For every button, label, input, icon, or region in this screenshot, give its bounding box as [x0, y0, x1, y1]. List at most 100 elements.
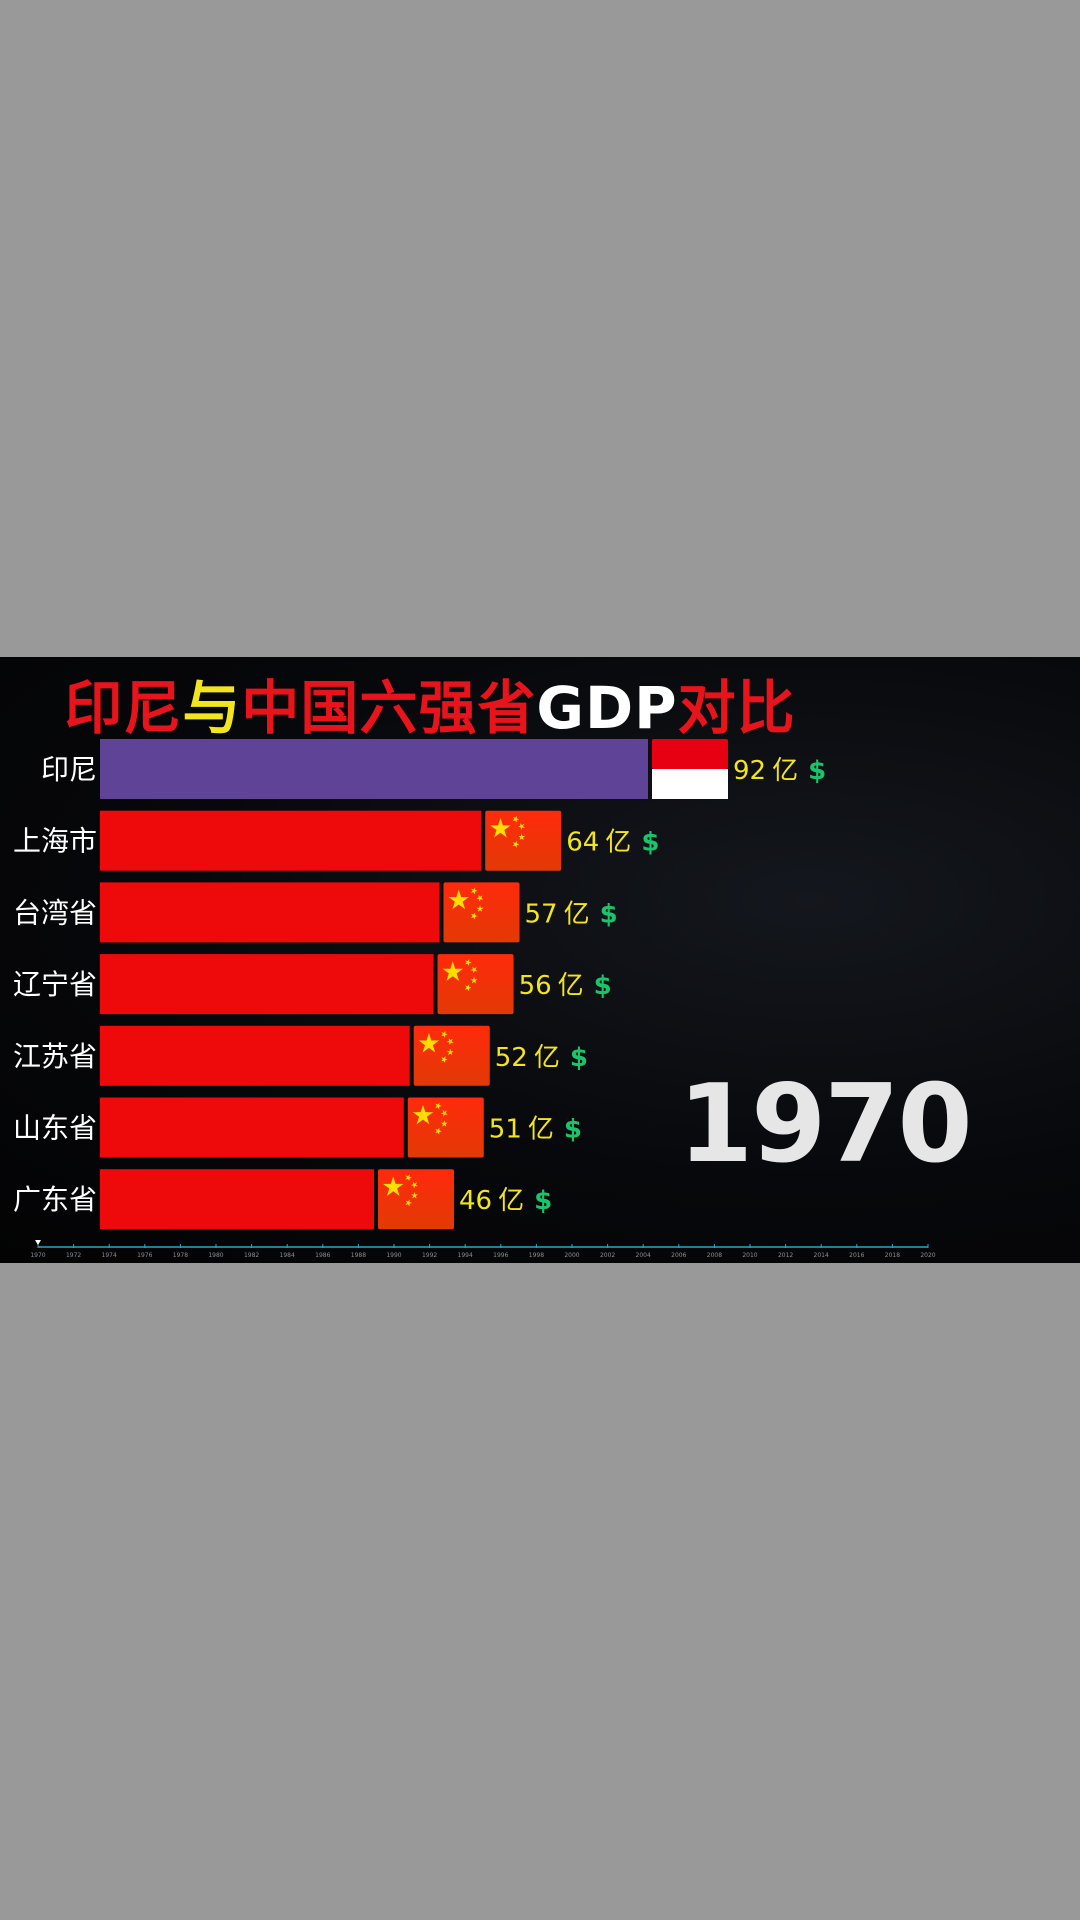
bar-category-label: 广东省 [13, 1183, 97, 1216]
value-number: 51 [489, 1115, 522, 1145]
timeline-tick-label: 2002 [600, 1252, 615, 1259]
china-flag-small-star [470, 887, 478, 895]
china-flag-field [485, 810, 562, 871]
timeline-tick-label: 1982 [244, 1252, 259, 1259]
gdp-bar [100, 954, 434, 1015]
china-flag-big-star [442, 961, 464, 981]
gdp-bar [100, 1097, 404, 1158]
china-flag-field [413, 1025, 490, 1086]
timeline-tick-label: 1992 [422, 1252, 437, 1259]
indonesia-flag-icon [652, 739, 728, 799]
bar-value-label: 46 亿 $ [459, 1186, 552, 1216]
china-flag-icon [443, 882, 520, 943]
bar-category-label: 印尼 [41, 753, 97, 786]
china-flag-small-star [512, 815, 520, 823]
title-segment: 对比 [677, 674, 796, 742]
currency-symbol: $ [808, 756, 826, 786]
china-flag-small-star [476, 905, 484, 912]
timeline-tick-label: 1996 [493, 1252, 508, 1259]
timeline-tick-label: 2008 [707, 1252, 722, 1259]
bar-category-label: 辽宁省 [13, 968, 97, 1001]
china-flag-small-star [441, 1056, 448, 1063]
timeline-tick-label: 1988 [351, 1252, 366, 1259]
title-segment: 印尼 [64, 674, 183, 742]
china-flag-icon [437, 954, 514, 1015]
title-segment: 与 [182, 674, 242, 742]
china-flag-small-star [405, 1199, 412, 1207]
china-flag-icon [378, 1169, 454, 1230]
china-flag-big-star [418, 1033, 440, 1053]
title-segment: GDP [536, 674, 678, 742]
timeline-tick-label: 2016 [849, 1252, 864, 1259]
bar-category-label: 山东省 [13, 1112, 97, 1145]
china-flag-field [378, 1169, 454, 1230]
bar-value-label: 64 亿 $ [566, 828, 659, 858]
china-flag-small-star [470, 912, 478, 920]
year-label: 1970 [678, 1062, 973, 1187]
bar-chart: 印尼 92 亿 $上海市 64 亿 $台湾省 57 亿 $辽宁省 56 亿 $江苏省 52 亿 $山东省 51 亿… [13, 739, 936, 1259]
timeline-tick-label: 2012 [778, 1252, 793, 1259]
currency-symbol: $ [641, 828, 659, 858]
currency-symbol: $ [570, 1043, 588, 1073]
bar-value-label: 51 亿 $ [489, 1115, 582, 1145]
currency-symbol: $ [600, 899, 618, 929]
china-flag-small-star [464, 984, 472, 992]
china-flag-icon [407, 1097, 484, 1158]
timeline-tick-label: 1986 [315, 1252, 330, 1259]
title-segment: 中国六强省 [241, 674, 537, 742]
bar-value-label: 56 亿 $ [519, 971, 612, 1001]
timeline-tick-label: 2010 [742, 1252, 757, 1259]
gdp-bar [100, 882, 440, 943]
indonesia-flag-red [652, 739, 728, 769]
value-number: 92 [733, 756, 766, 786]
china-flag-small-star [435, 1102, 442, 1110]
currency-symbol: $ [594, 971, 612, 1001]
timeline-tick-label: 1990 [386, 1252, 401, 1259]
currency-symbol: $ [534, 1186, 552, 1216]
chart-stage: 印尼与中国六强省GDP对比 印尼 92 亿 $ 上海市 64 亿 $ 台湾省 57 亿 $ 辽宁省 56 亿… [0, 657, 1080, 1263]
timeline-tick-label: 1980 [208, 1252, 223, 1259]
bar-value-label: 57 亿 $ [525, 899, 618, 929]
timeline-tick-label: 1974 [102, 1252, 117, 1259]
china-flag-big-star [412, 1104, 434, 1125]
value-number: 56 [519, 971, 552, 1001]
indonesia-flag-white [652, 769, 728, 799]
timeline-tick-label: 2006 [671, 1252, 686, 1259]
bar-category-label: 江苏省 [13, 1040, 97, 1073]
timeline-tick-label: 1976 [137, 1252, 152, 1259]
value-number: 57 [525, 899, 558, 929]
value-unit: 亿 [558, 971, 584, 1001]
china-flag-small-star [476, 894, 484, 902]
timeline-tick-label: 2020 [920, 1252, 935, 1259]
china-flag-small-star [518, 833, 526, 841]
timeline-tick-label: 1978 [173, 1252, 188, 1259]
gdp-bar [100, 810, 482, 871]
value-unit: 亿 [772, 756, 798, 786]
china-flag-field [443, 882, 520, 943]
timeline-tick-label: 2014 [814, 1252, 829, 1259]
bar-category-label: 上海市 [13, 825, 97, 858]
china-flag-small-star [441, 1030, 448, 1038]
timeline-tick-label: 2000 [564, 1252, 579, 1259]
gdp-bar [100, 1169, 374, 1230]
gdp-bar [100, 1025, 410, 1086]
gdp-bar [100, 739, 648, 799]
value-unit: 亿 [605, 828, 631, 858]
china-flag-small-star [512, 840, 520, 848]
value-unit: 亿 [564, 899, 590, 929]
china-flag-field [407, 1097, 484, 1158]
china-flag-small-star [470, 966, 478, 974]
timeline-tick-label: 1994 [458, 1252, 473, 1259]
timeline-tick-label: 1998 [529, 1252, 544, 1259]
china-flag-icon [413, 1025, 490, 1086]
currency-symbol: $ [564, 1115, 582, 1145]
timeline-tick-label: 1972 [66, 1252, 81, 1259]
china-flag-big-star [490, 817, 511, 838]
china-flag-big-star [448, 889, 469, 910]
china-flag-small-star [440, 1120, 448, 1127]
chart-title: 印尼与中国六强省GDP对比 [0, 661, 860, 745]
china-flag-field [437, 954, 514, 1015]
china-flag-small-star [410, 1181, 418, 1189]
china-flag-small-star [464, 959, 472, 966]
value-unit: 亿 [528, 1115, 554, 1145]
